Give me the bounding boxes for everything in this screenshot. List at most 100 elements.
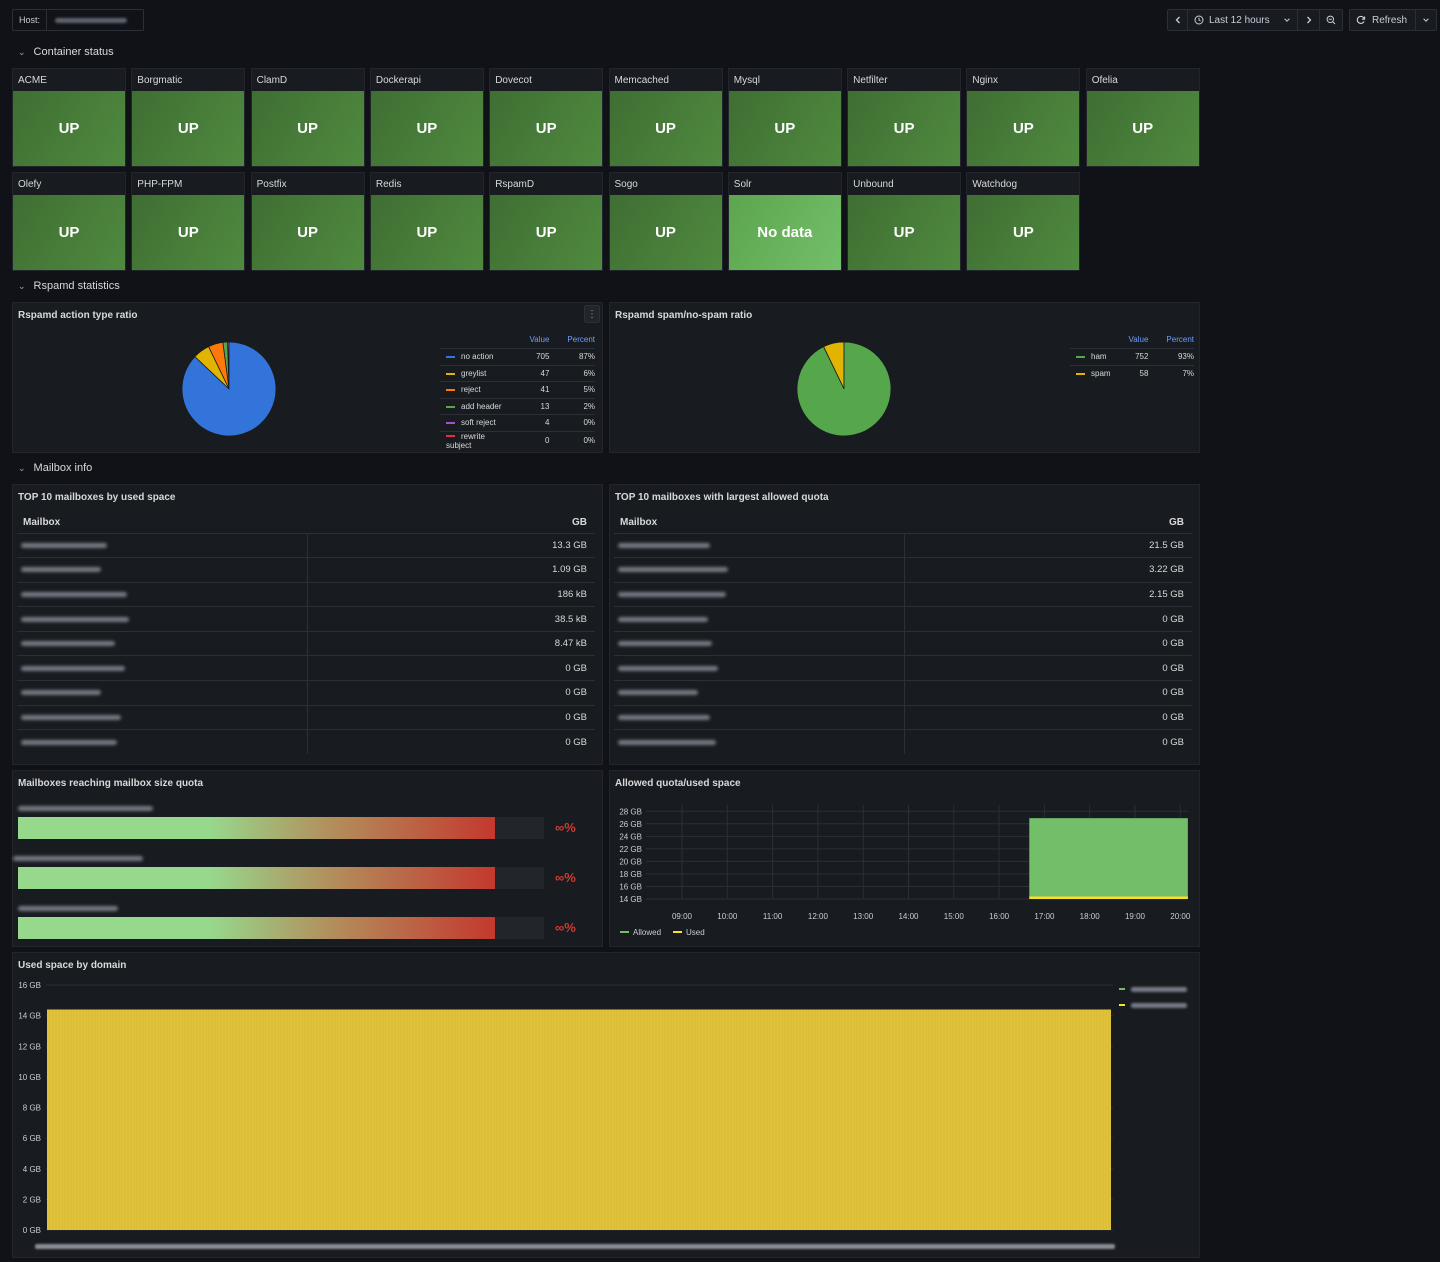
status-tile-dovecot[interactable]: Dovecot UP [489, 68, 604, 167]
section-rspamd-statistics[interactable]: ⌄ Rspamd statistics [18, 278, 120, 294]
size-cell: 0 GB [307, 655, 595, 681]
legend-value: 58 [1110, 364, 1149, 382]
table-row[interactable]: 38.5 kB [17, 606, 595, 632]
legend-label: reject [461, 385, 481, 395]
table-row[interactable]: 2.15 GB [614, 581, 1192, 607]
bar-used-space[interactable] [47, 1009, 1111, 1231]
legend-row[interactable]: ham 752 93% [1070, 348, 1194, 365]
refresh-controls: Refresh [1349, 9, 1437, 31]
table-row[interactable]: 0 GB [17, 680, 595, 706]
gauge-value: ∞% [555, 920, 576, 935]
status-tile-unbound[interactable]: Unbound UP [847, 172, 962, 271]
chevron-down-icon [1284, 18, 1290, 22]
refresh-interval-picker[interactable] [1416, 10, 1436, 30]
status-tile-dockerapi[interactable]: Dockerapi UP [369, 68, 484, 167]
status-tile-olefy[interactable]: Olefy UP [12, 172, 126, 271]
gauge-fill [18, 917, 495, 939]
table-row[interactable]: 0 GB [614, 655, 1192, 681]
tile-status-value: UP [490, 91, 603, 166]
legend-label[interactable]: Used [686, 928, 705, 937]
legend-row[interactable]: soft reject 4 0% [440, 414, 595, 431]
table-row[interactable]: 0 GB [614, 680, 1192, 706]
status-tile-netfilter[interactable]: Netfilter UP [847, 68, 962, 167]
table-row[interactable]: 0 GB [614, 606, 1192, 632]
table-row[interactable]: 0 GB [17, 704, 595, 730]
legend-percent: 0% [549, 430, 595, 450]
area-used[interactable] [1029, 896, 1188, 899]
y-tick-label: 16 GB [619, 882, 642, 891]
mailbox-cell [17, 532, 308, 558]
legend-value: 47 [511, 364, 550, 382]
legend-label[interactable]: Allowed [633, 928, 661, 937]
area-allowed[interactable] [1029, 818, 1188, 899]
table-row[interactable]: 3.22 GB [614, 557, 1192, 583]
status-tile-php-fpm[interactable]: PHP-FPM UP [131, 172, 246, 271]
legend-swatch [446, 389, 455, 392]
table-row[interactable]: 0 GB [17, 655, 595, 681]
col-mailbox[interactable]: Mailbox [620, 517, 658, 529]
mailbox-cell [17, 581, 308, 607]
panel-menu-button[interactable]: ⋮ [584, 305, 600, 323]
col-gb[interactable]: GB [1169, 517, 1184, 529]
gauge-track [18, 867, 544, 889]
pie-slice-no-action[interactable] [181, 341, 277, 437]
legend-series: spam [1070, 364, 1111, 382]
host-variable-picker[interactable]: Host: [12, 9, 144, 31]
top-bar: Host: Last 12 hours Refresh [0, 0, 1440, 40]
status-tile-ofelia[interactable]: Ofelia UP [1085, 68, 1200, 167]
status-tile-acme[interactable]: ACME UP [12, 68, 126, 167]
mailbox-name-redacted [618, 542, 710, 548]
status-tile-solr[interactable]: Solr No data [727, 172, 842, 271]
zoom-out-button[interactable] [1320, 10, 1342, 30]
tile-title: Redis [375, 179, 402, 190]
pie-legend-action: Value Percent no action 705 87% greylist 47 6… [440, 335, 595, 450]
size-cell: 0 GB [904, 729, 1192, 755]
table-row[interactable]: 0 GB [614, 704, 1192, 730]
legend-percent: 6% [549, 364, 595, 382]
status-tile-sogo[interactable]: Sogo UP [608, 172, 723, 271]
legend-label-redacted[interactable] [1131, 1003, 1187, 1008]
legend-percent: 93% [1148, 348, 1194, 365]
mailbox-cell [614, 606, 905, 632]
host-value-redacted[interactable] [55, 17, 128, 23]
chevron-down-icon [1423, 18, 1429, 22]
time-range-picker[interactable]: Last 12 hours [1188, 10, 1298, 30]
table-row[interactable]: 186 kB [17, 581, 595, 607]
col-mailbox[interactable]: Mailbox [23, 517, 61, 529]
time-back-button[interactable] [1168, 10, 1188, 30]
table-row[interactable]: 13.3 GB [17, 532, 595, 558]
tile-status-value: UP [967, 91, 1080, 166]
table-row[interactable]: 8.47 kB [17, 630, 595, 656]
status-tile-postfix[interactable]: Postfix UP [250, 172, 365, 271]
section-container-status[interactable]: ⌄ Container status [18, 44, 114, 60]
table-row[interactable]: 0 GB [614, 630, 1192, 656]
status-tile-rspamd[interactable]: RspamD UP [489, 172, 604, 271]
status-tile-mysql[interactable]: Mysql UP [727, 68, 842, 167]
y-tick-label: 6 GB [23, 1134, 41, 1143]
status-tile-borgmatic[interactable]: Borgmatic UP [131, 68, 246, 167]
status-tile-nginx[interactable]: Nginx UP [966, 68, 1081, 167]
legend-label-redacted[interactable] [1131, 987, 1187, 992]
status-tile-redis[interactable]: Redis UP [369, 172, 484, 271]
status-tile-watchdog[interactable]: Watchdog UP [966, 172, 1081, 271]
y-tick-label: 26 GB [619, 820, 642, 829]
col-gb[interactable]: GB [572, 517, 587, 529]
table-row[interactable]: 0 GB [614, 729, 1192, 755]
table-row[interactable]: 1.09 GB [17, 557, 595, 583]
pie-slice-ham[interactable] [796, 341, 892, 437]
legend-row[interactable]: add header 13 2% [440, 397, 595, 415]
legend-row[interactable]: greylist 47 6% [440, 364, 595, 382]
tile-title: ClamD [256, 75, 288, 86]
legend-row[interactable]: reject 41 5% [440, 381, 595, 398]
legend-row[interactable]: no action 705 87% [440, 348, 595, 365]
section-mailbox-info[interactable]: ⌄ Mailbox info [18, 460, 92, 476]
status-tile-clamd[interactable]: ClamD UP [250, 68, 365, 167]
legend-row[interactable]: rewrite subject 0 0% [440, 430, 595, 450]
refresh-button[interactable]: Refresh [1350, 10, 1416, 30]
time-forward-button[interactable] [1298, 10, 1320, 30]
legend-row[interactable]: spam 58 7% [1070, 364, 1194, 382]
status-tile-memcached[interactable]: Memcached UP [608, 68, 723, 167]
table-row[interactable]: 21.5 GB [614, 532, 1192, 558]
mailbox-name-redacted [21, 591, 127, 597]
table-row[interactable]: 0 GB [17, 729, 595, 755]
